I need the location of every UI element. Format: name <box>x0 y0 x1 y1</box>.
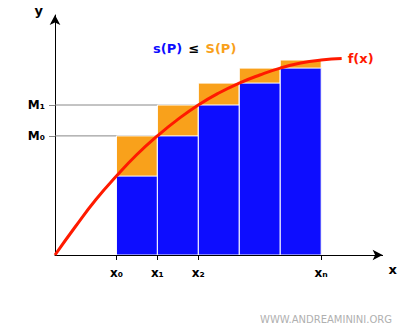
svg-text:s(P): s(P) <box>153 41 182 56</box>
svg-text:xₙ: xₙ <box>315 266 328 280</box>
svg-text:f(x): f(x) <box>348 51 374 66</box>
svg-text:M₀: M₀ <box>28 129 45 143</box>
svg-text:x: x <box>389 262 398 277</box>
svg-text:WWW.ANDREAMININI.ORG: WWW.ANDREAMININI.ORG <box>260 314 392 325</box>
svg-text:x₂: x₂ <box>192 266 205 280</box>
svg-text:S(P): S(P) <box>206 41 237 56</box>
svg-text:≤: ≤ <box>188 41 199 56</box>
svg-text:y: y <box>35 3 44 18</box>
svg-text:M₁: M₁ <box>28 98 45 112</box>
svg-text:x₀: x₀ <box>110 266 123 280</box>
svg-text:x₁: x₁ <box>151 266 164 280</box>
